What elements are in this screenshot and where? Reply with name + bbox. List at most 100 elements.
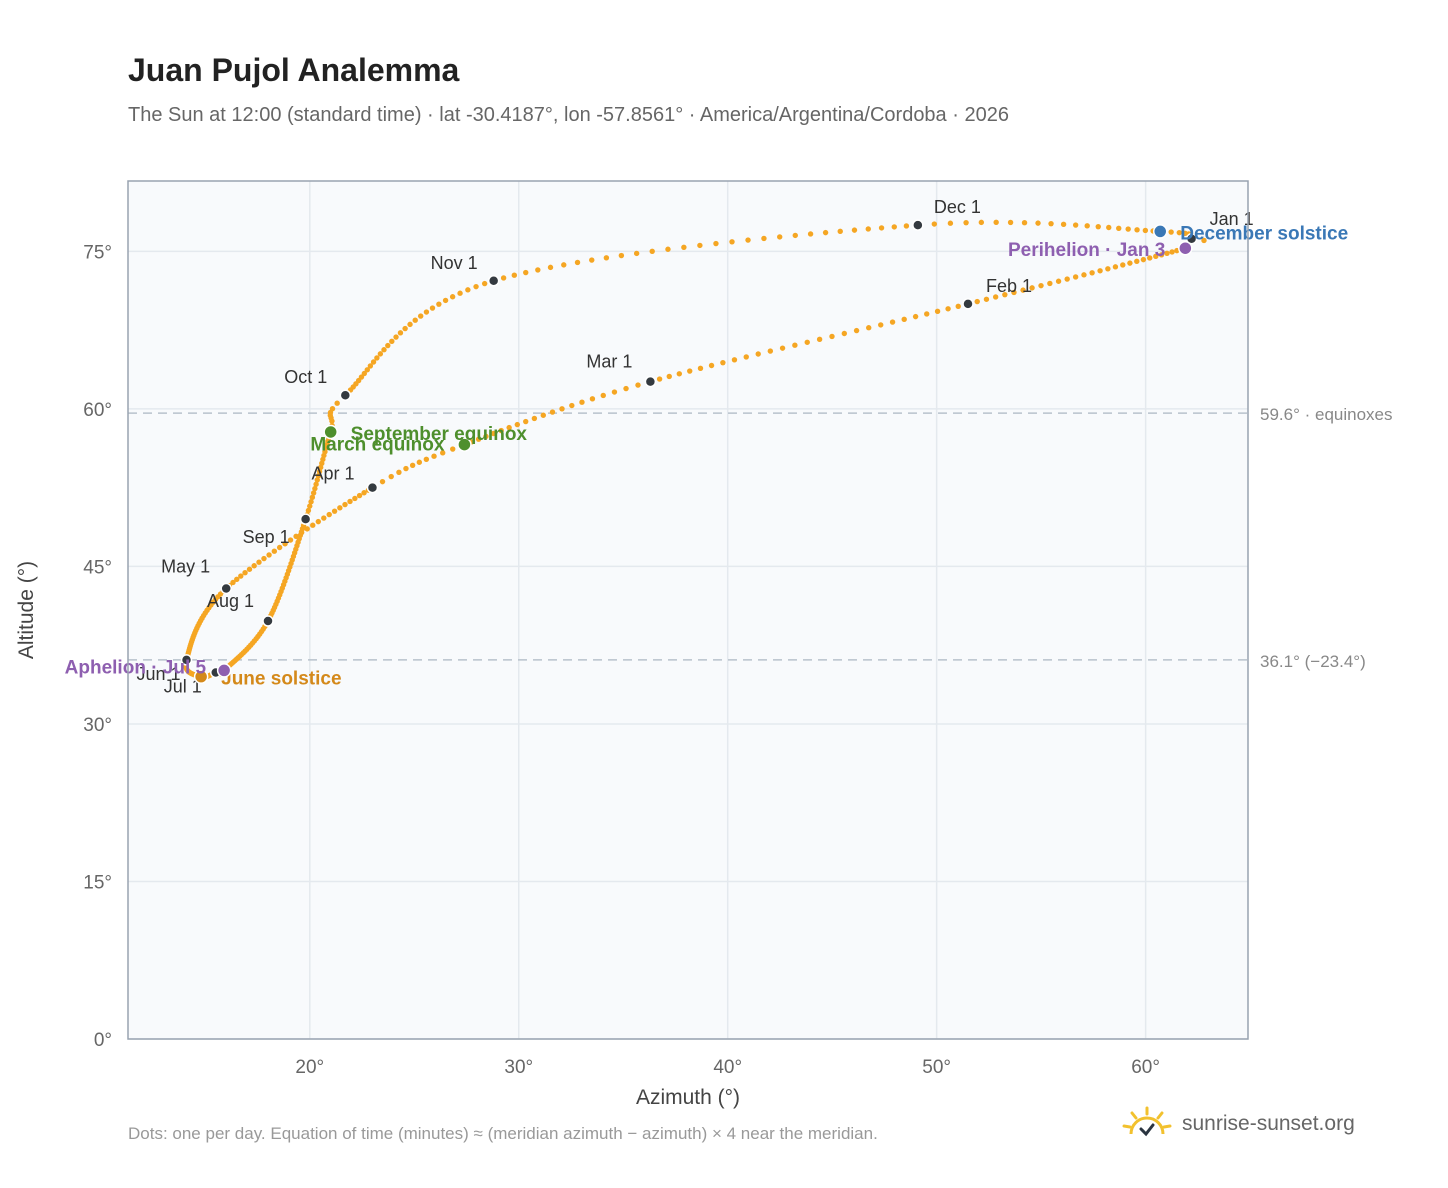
plot-area	[128, 181, 1248, 1039]
daily-dot	[1072, 222, 1079, 228]
daily-dot	[792, 342, 798, 348]
daily-dot	[409, 462, 416, 469]
reference-lines: 59.6° · equinoxes 36.1° (−23.4°)	[128, 405, 1393, 671]
daily-dot	[1134, 258, 1140, 265]
daily-dot	[305, 507, 312, 514]
event-label: December solstice	[1180, 223, 1348, 244]
daily-dot	[312, 485, 318, 492]
daily-dot	[955, 303, 961, 309]
daily-dot	[1147, 255, 1153, 261]
sun-check-icon	[1122, 1106, 1172, 1137]
daily-dot	[326, 511, 332, 518]
daily-dot	[767, 348, 774, 354]
daily-dot	[841, 330, 848, 337]
daily-dot	[866, 325, 872, 331]
daily-dot	[1112, 264, 1119, 270]
daily-dot	[238, 573, 244, 579]
daily-dot	[321, 515, 327, 521]
daily-dot	[417, 313, 424, 319]
daily-dot	[993, 219, 999, 226]
daily-dot	[531, 415, 538, 422]
daily-dot	[804, 339, 810, 345]
event-label: Aphelion · Jul 5	[65, 657, 207, 678]
month-marker	[366, 481, 379, 494]
daily-dot	[473, 283, 479, 290]
daily-dot	[1127, 260, 1133, 266]
daily-dot	[974, 298, 980, 305]
daily-dot	[342, 501, 348, 508]
event-marker	[193, 669, 209, 684]
daily-dot	[393, 334, 399, 340]
month-label: Aug 1	[207, 591, 254, 611]
event-marker	[457, 437, 472, 452]
daily-dot	[878, 225, 885, 231]
daily-dot	[549, 409, 556, 415]
daily-dot	[358, 374, 365, 380]
daily-dot	[374, 355, 380, 361]
daily-dot	[963, 219, 969, 226]
daily-dot	[379, 478, 386, 485]
daily-dot	[1002, 291, 1008, 298]
daily-dot	[1084, 223, 1090, 229]
month-label: Feb 1	[986, 276, 1032, 296]
event-marker	[216, 663, 232, 678]
daily-dot	[352, 495, 358, 502]
daily-dot	[337, 505, 343, 511]
daily-dot	[559, 406, 565, 412]
daily-dot	[423, 456, 430, 462]
daily-dot	[1140, 256, 1147, 263]
month-marker	[644, 375, 657, 388]
daily-dot	[745, 237, 751, 243]
daily-dot	[230, 579, 236, 586]
daily-dot	[708, 362, 715, 369]
daily-dot	[500, 275, 507, 281]
daily-dot	[676, 371, 683, 377]
daily-dot	[361, 370, 368, 377]
brand-logo[interactable]: sunrise-sunset.org	[1120, 1100, 1355, 1148]
reference-line-label: 59.6° · equinoxes	[1260, 405, 1393, 424]
daily-dot	[370, 359, 377, 365]
month-label: Jul 1	[164, 676, 202, 696]
daily-dot	[878, 322, 884, 328]
daily-dot	[816, 336, 823, 343]
daily-dot	[697, 365, 704, 372]
chart-subtitle: The Sun at 12:00 (standard time) · lat -…	[128, 104, 1009, 126]
daily-dot	[633, 250, 640, 257]
daily-dot	[412, 317, 418, 323]
daily-dot	[853, 327, 860, 334]
daily-dot	[271, 548, 278, 554]
daily-dot	[947, 220, 954, 226]
daily-dot	[1064, 276, 1070, 282]
daily-dot	[440, 450, 446, 456]
daily-dot	[1035, 220, 1041, 226]
daily-dot	[729, 239, 735, 245]
month-marker	[262, 615, 274, 627]
daily-dot	[511, 272, 518, 278]
daily-dot	[1072, 274, 1079, 280]
daily-dot	[1168, 229, 1174, 235]
daily-dot	[889, 319, 896, 325]
x-tick-label: 20°	[295, 1057, 324, 1078]
daily-dot	[490, 430, 497, 437]
event-marker	[1152, 224, 1168, 239]
daily-dot	[388, 473, 394, 480]
daily-dot	[1105, 266, 1111, 272]
daily-dot	[743, 354, 749, 360]
daily-dot	[1158, 252, 1165, 258]
daily-dot	[851, 227, 858, 233]
daily-dot	[687, 368, 693, 374]
daily-dot	[649, 248, 655, 254]
month-marker	[339, 389, 352, 401]
daily-dot	[242, 570, 248, 576]
daily-dot	[251, 563, 257, 569]
daily-dot	[1176, 229, 1182, 236]
daily-dot	[407, 321, 413, 328]
month-label: Apr 1	[311, 464, 354, 484]
daily-dot	[901, 316, 907, 323]
daily-dot	[755, 351, 761, 357]
daily-dot	[475, 436, 482, 442]
event-marker	[323, 424, 338, 440]
daily-dot	[449, 294, 456, 300]
